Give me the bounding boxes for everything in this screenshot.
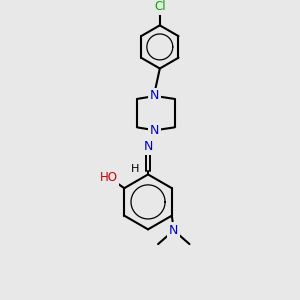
Text: Cl: Cl	[154, 0, 166, 13]
Text: N: N	[150, 89, 160, 103]
Text: N: N	[150, 124, 160, 137]
Text: H: H	[131, 164, 140, 174]
Text: N: N	[143, 140, 153, 154]
Text: N: N	[169, 224, 178, 237]
Text: HO: HO	[100, 171, 118, 184]
